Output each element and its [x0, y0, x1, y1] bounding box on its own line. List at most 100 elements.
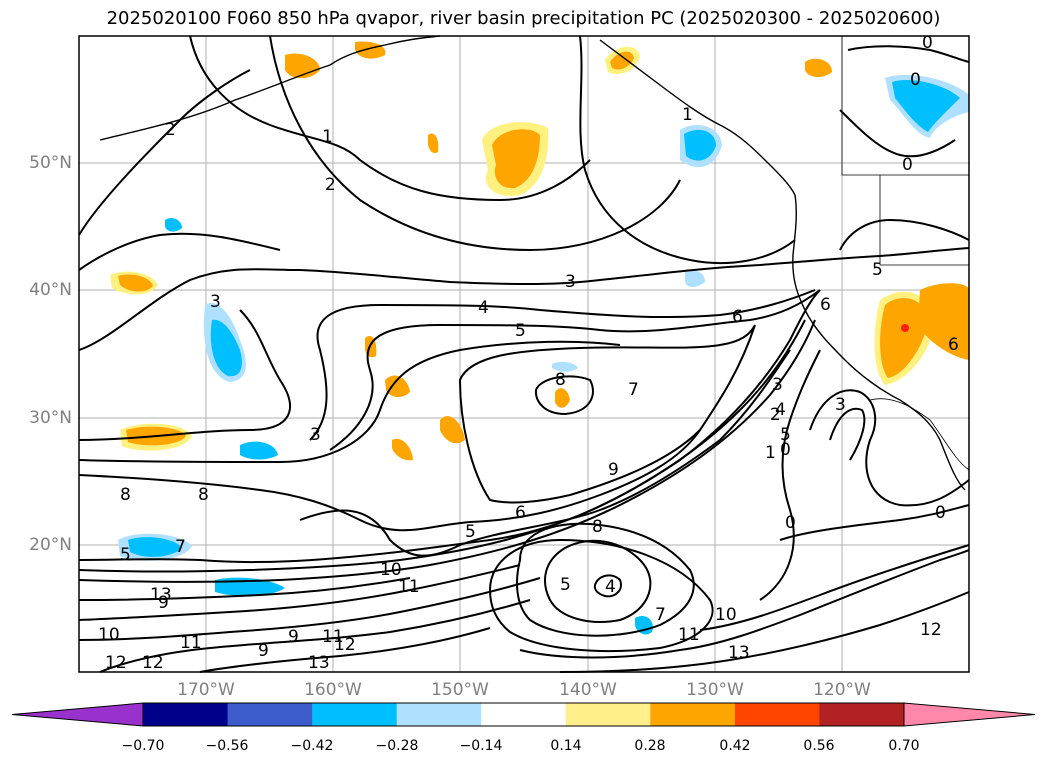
alaska-coast — [329, 35, 441, 66]
contour-line — [299, 349, 791, 557]
colorbar-cell — [565, 703, 651, 726]
contour-line — [809, 389, 970, 507]
contour-label: 4 — [478, 298, 489, 318]
precip-patch — [552, 361, 578, 372]
contour-line — [78, 309, 291, 441]
contour-line — [309, 289, 816, 441]
contour-line — [559, 591, 970, 673]
mexico-border — [869, 398, 970, 471]
contour-label: 11 — [322, 627, 344, 647]
contour-line — [759, 349, 821, 601]
contour-label: 8 — [592, 517, 603, 537]
contour-label: 7 — [175, 537, 186, 557]
contour-label: 6 — [948, 335, 959, 355]
contour-line — [516, 522, 695, 637]
chart-title: 2025020100 F060 850 hPa qvapor, river ba… — [106, 8, 941, 29]
contour-label: 3 — [772, 375, 783, 395]
precip-patch — [805, 58, 832, 78]
contour-label: 0 — [902, 155, 913, 175]
contour-line — [78, 232, 281, 271]
contour-label: 4 — [605, 577, 616, 597]
contour-line — [847, 45, 970, 63]
qvapor-contours — [78, 35, 970, 673]
contour-label: 8 — [198, 485, 209, 505]
contour-line — [78, 319, 816, 583]
lat-label-50n: 50°N — [29, 153, 72, 173]
contour-line — [99, 599, 531, 673]
contour-label: 5 — [120, 545, 131, 565]
contour-label: 13 — [728, 643, 750, 663]
contour-line — [519, 549, 970, 659]
contour-label: 8 — [120, 485, 131, 505]
contour-label: 4 — [775, 400, 786, 420]
precip-shading — [110, 41, 969, 635]
contour-line — [78, 247, 970, 351]
canada-border — [841, 36, 969, 176]
colorbar-cell — [819, 703, 905, 726]
contour-label: 2 — [325, 175, 336, 195]
precip-patch — [240, 441, 278, 460]
colorbar-tick: −0.56 — [205, 738, 249, 754]
contour-line — [779, 504, 970, 541]
contour-line — [839, 109, 956, 158]
lat-label-20n: 20°N — [29, 535, 72, 555]
contour-label: 3 — [210, 292, 221, 312]
colorbar-tick: 0.70 — [888, 738, 920, 754]
contour-label: 6 — [732, 307, 743, 327]
colorbar-extend-low — [11, 702, 144, 727]
contour-label: 7 — [628, 380, 639, 400]
lon-label-170w: 170°W — [177, 680, 235, 700]
contour-label: 7 — [655, 605, 666, 625]
precip-patch — [385, 375, 410, 398]
contour-label: 1 — [765, 443, 776, 463]
contour-line — [488, 538, 714, 653]
precip-patch — [918, 283, 969, 360]
contour-line — [78, 577, 411, 601]
contour-label: 0 — [780, 440, 791, 460]
lon-label-150w: 150°W — [431, 680, 489, 700]
precip-patch — [355, 41, 386, 59]
contour-line — [78, 577, 541, 641]
contour-label: 3 — [310, 425, 321, 445]
lon-label-160w: 160°W — [304, 680, 362, 700]
precip-patch — [210, 319, 242, 377]
colorbar-cell — [312, 703, 398, 726]
colorbar-cell — [734, 703, 820, 726]
lon-label-130w: 130°W — [686, 680, 744, 700]
precip-patch — [440, 416, 465, 444]
colorbar-cell — [227, 703, 313, 726]
contour-label: 9 — [608, 460, 619, 480]
contour-line — [199, 627, 491, 673]
contour-label: 12 — [105, 653, 127, 673]
contour-line — [839, 218, 970, 251]
contour-label: 5 — [872, 260, 883, 280]
precip-patch — [685, 270, 705, 288]
precip-patch — [892, 79, 960, 132]
colorbar-tick: 0.28 — [634, 738, 666, 754]
colorbar-cell — [481, 703, 567, 726]
contour-label: 10 — [715, 605, 737, 625]
contour-label: 12 — [142, 653, 164, 673]
precip-patch — [684, 130, 716, 161]
colorbar-extend-high — [903, 702, 1036, 727]
colorbar-tick: −0.42 — [290, 738, 334, 754]
contour-line — [579, 35, 796, 265]
colorbar-cell — [650, 703, 736, 726]
contour-line — [78, 564, 521, 621]
contour-label: 5 — [465, 522, 476, 542]
precip-patch — [128, 537, 182, 557]
aleutian-coast — [99, 64, 331, 141]
colorbar-tick: 0.56 — [803, 738, 835, 754]
contour-label: 9 — [288, 627, 299, 647]
precip-patch — [492, 129, 540, 189]
precip-patch — [610, 51, 634, 70]
contour-labels: 1 2 2 3 3 3 3 4 5 5 6 6 6 5 7 8 8 8 7 5 … — [98, 33, 959, 673]
us-west-coast — [792, 194, 966, 491]
contour-line — [699, 544, 970, 631]
contour-label: 6 — [820, 295, 831, 315]
contour-label: 1 — [682, 105, 693, 125]
contour-label: 12 — [334, 635, 356, 655]
precip-patch — [392, 438, 413, 461]
contour-line — [544, 539, 652, 623]
